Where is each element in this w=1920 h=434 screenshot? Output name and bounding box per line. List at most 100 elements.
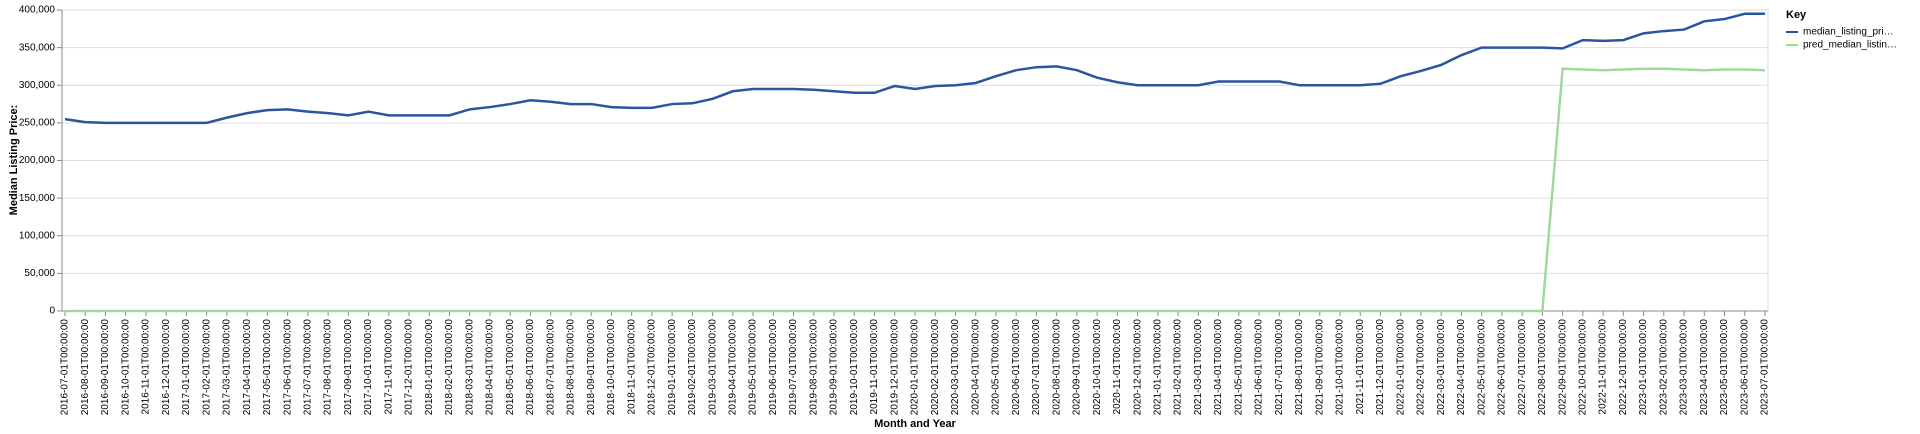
x-tick-label: 2016-12-01T00:00:00 (161, 319, 172, 416)
x-tick-label: 2019-04-01T00:00:00 (727, 319, 738, 416)
x-tick-label: 2016-07-01T00:00:00 (60, 319, 71, 416)
x-tick-label: 2023-07-01T00:00:00 (1760, 319, 1771, 416)
x-tick-label: 2017-12-01T00:00:00 (404, 319, 415, 416)
x-tick-label: 2019-02-01T00:00:00 (687, 319, 698, 416)
x-tick-label: 2018-10-01T00:00:00 (606, 319, 617, 416)
x-tick-label: 2020-03-01T00:00:00 (950, 319, 961, 416)
x-tick-label: 2019-10-01T00:00:00 (849, 319, 860, 416)
x-tick-label: 2018-06-01T00:00:00 (525, 319, 536, 416)
x-tick-label: 2020-02-01T00:00:00 (930, 319, 941, 416)
x-tick-label: 2017-07-01T00:00:00 (302, 319, 313, 416)
x-tick-label: 2020-06-01T00:00:00 (1011, 319, 1022, 416)
y-tick-label: 0 (49, 306, 55, 317)
x-tick-label: 2019-08-01T00:00:00 (808, 319, 819, 416)
x-tick-label: 2017-09-01T00:00:00 (343, 319, 354, 416)
x-tick-label: 2017-10-01T00:00:00 (363, 319, 374, 416)
x-tick-label: 2021-07-01T00:00:00 (1274, 319, 1285, 416)
series-line (64, 12, 1765, 125)
y-tick-label: 300,000 (19, 80, 56, 91)
x-tick-label: 2018-12-01T00:00:00 (647, 319, 658, 416)
x-tick-label: 2020-08-01T00:00:00 (1051, 319, 1062, 416)
x-tick-label: 2017-01-01T00:00:00 (181, 319, 192, 416)
x-tick-label: 2023-06-01T00:00:00 (1739, 319, 1750, 416)
x-tick-label: 2018-09-01T00:00:00 (586, 319, 597, 416)
x-tick-label: 2022-06-01T00:00:00 (1497, 319, 1508, 416)
x-tick-label: 2022-08-01T00:00:00 (1537, 319, 1548, 416)
x-tick-label: 2023-01-01T00:00:00 (1638, 319, 1649, 416)
x-tick-label: 2023-05-01T00:00:00 (1719, 319, 1730, 416)
x-tick-label: 2021-03-01T00:00:00 (1193, 319, 1204, 416)
x-tick-label: 2018-07-01T00:00:00 (545, 319, 556, 416)
x-tick-label: 2023-03-01T00:00:00 (1679, 319, 1690, 416)
x-tick-label: 2018-11-01T00:00:00 (626, 319, 637, 415)
legend-title: Key (1786, 9, 1807, 21)
x-tick-label: 2019-11-01T00:00:00 (869, 319, 880, 415)
x-tick-label: 2020-01-01T00:00:00 (910, 319, 921, 416)
y-tick-label: 200,000 (19, 155, 56, 166)
x-tick-label: 2018-08-01T00:00:00 (566, 319, 577, 416)
x-tick-label: 2020-05-01T00:00:00 (991, 319, 1002, 416)
x-tick-label: 2019-07-01T00:00:00 (788, 319, 799, 416)
x-tick-label: 2017-11-01T00:00:00 (383, 319, 394, 415)
x-tick-label: 2016-09-01T00:00:00 (100, 319, 111, 416)
x-tick-label: 2020-11-01T00:00:00 (1112, 319, 1123, 415)
x-tick-label: 2017-08-01T00:00:00 (323, 319, 334, 416)
x-tick-label: 2018-05-01T00:00:00 (505, 319, 516, 416)
x-tick-label: 2021-02-01T00:00:00 (1173, 319, 1184, 416)
x-tick-label: 2022-09-01T00:00:00 (1557, 319, 1568, 416)
x-tick-label: 2022-12-01T00:00:00 (1618, 319, 1629, 416)
x-tick-label: 2020-12-01T00:00:00 (1132, 319, 1143, 416)
x-tick-label: 2021-10-01T00:00:00 (1335, 319, 1346, 416)
x-tick-label: 2023-04-01T00:00:00 (1699, 319, 1710, 416)
x-tick-label: 2021-05-01T00:00:00 (1233, 319, 1244, 416)
series-line (65, 67, 1766, 313)
x-tick-label: 2020-04-01T00:00:00 (970, 319, 981, 416)
x-tick-label: 2019-06-01T00:00:00 (768, 319, 779, 416)
legend-label: median_listing_pri… (1803, 27, 1894, 38)
x-tick-label: 2018-03-01T00:00:00 (464, 319, 475, 416)
x-tick-label: 2016-08-01T00:00:00 (80, 319, 91, 416)
x-tick-label: 2021-01-01T00:00:00 (1152, 319, 1163, 416)
x-tick-label: 2018-01-01T00:00:00 (424, 319, 435, 416)
x-tick-label: 2021-08-01T00:00:00 (1294, 319, 1305, 416)
x-tick-label: 2018-04-01T00:00:00 (485, 319, 496, 416)
x-tick-label: 2016-10-01T00:00:00 (120, 319, 131, 416)
x-tick-label: 2022-04-01T00:00:00 (1456, 319, 1467, 416)
y-tick-label: 400,000 (19, 5, 56, 16)
y-tick-label: 50,000 (24, 268, 55, 279)
y-tick-label: 250,000 (19, 118, 56, 129)
x-tick-label: 2021-09-01T00:00:00 (1314, 319, 1325, 416)
x-tick-label: 2017-05-01T00:00:00 (262, 319, 273, 416)
x-tick-label: 2017-06-01T00:00:00 (282, 319, 293, 416)
x-tick-label: 2022-03-01T00:00:00 (1436, 319, 1447, 416)
x-tick-label: 2021-11-01T00:00:00 (1355, 319, 1366, 415)
x-tick-label: 2021-06-01T00:00:00 (1254, 319, 1265, 416)
x-tick-label: 2018-02-01T00:00:00 (444, 319, 455, 416)
x-tick-label: 2016-11-01T00:00:00 (141, 319, 152, 415)
y-axis-title: Median Listing Price: (8, 105, 20, 216)
x-tick-label: 2022-01-01T00:00:00 (1395, 319, 1406, 416)
x-tick-label: 2020-10-01T00:00:00 (1092, 319, 1103, 416)
y-tick-label: 350,000 (19, 42, 56, 53)
x-tick-label: 2022-07-01T00:00:00 (1517, 319, 1528, 416)
x-tick-label: 2019-05-01T00:00:00 (748, 319, 759, 416)
legend-label: pred_median_listin… (1803, 40, 1897, 51)
x-tick-label: 2019-03-01T00:00:00 (707, 319, 718, 416)
x-tick-label: 2020-09-01T00:00:00 (1072, 319, 1083, 416)
x-tick-label: 2017-04-01T00:00:00 (242, 319, 253, 416)
x-tick-label: 2022-10-01T00:00:00 (1577, 319, 1588, 416)
x-axis-title: Month and Year (874, 418, 956, 430)
x-tick-label: 2020-07-01T00:00:00 (1031, 319, 1042, 416)
x-tick-label: 2021-12-01T00:00:00 (1375, 319, 1386, 416)
x-tick-label: 2017-02-01T00:00:00 (201, 319, 212, 416)
x-tick-label: 2017-03-01T00:00:00 (222, 319, 233, 416)
x-tick-label: 2019-12-01T00:00:00 (889, 319, 900, 416)
x-tick-label: 2019-01-01T00:00:00 (667, 319, 678, 416)
x-tick-label: 2022-02-01T00:00:00 (1416, 319, 1427, 416)
x-tick-label: 2022-11-01T00:00:00 (1598, 319, 1609, 415)
x-tick-label: 2023-02-01T00:00:00 (1658, 319, 1669, 416)
y-tick-label: 150,000 (19, 193, 56, 204)
x-tick-label: 2022-05-01T00:00:00 (1476, 319, 1487, 416)
y-tick-label: 100,000 (19, 230, 56, 241)
